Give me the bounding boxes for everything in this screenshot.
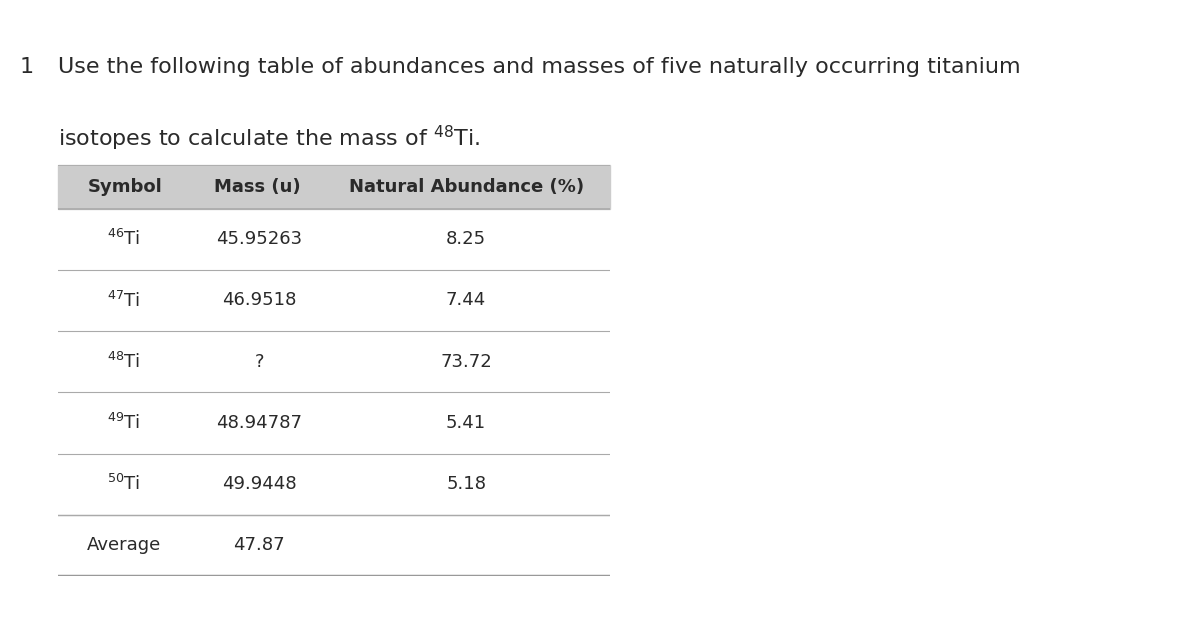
Text: 48.94787: 48.94787 <box>216 414 302 432</box>
Bar <box>58 165 610 209</box>
Text: 49.9448: 49.9448 <box>222 475 296 493</box>
Text: 5.41: 5.41 <box>446 414 486 432</box>
Text: Use the following table of abundances and masses of five naturally occurring tit: Use the following table of abundances an… <box>58 57 1020 77</box>
Text: 7.44: 7.44 <box>446 291 486 310</box>
Text: 46.9518: 46.9518 <box>222 291 296 310</box>
Text: Natural Abundance (%): Natural Abundance (%) <box>348 178 583 196</box>
Text: $^{46}$Ti: $^{46}$Ti <box>107 229 140 249</box>
Text: 8.25: 8.25 <box>446 230 486 248</box>
Text: Average: Average <box>86 536 161 555</box>
Text: Symbol: Symbol <box>88 178 162 196</box>
Text: $^{48}$Ti: $^{48}$Ti <box>107 352 140 372</box>
Text: 45.95263: 45.95263 <box>216 230 302 248</box>
Text: ?: ? <box>254 353 264 371</box>
Text: 73.72: 73.72 <box>440 353 492 371</box>
Text: $^{49}$Ti: $^{49}$Ti <box>107 413 140 433</box>
Text: isotopes to calculate the mass of $^{48}$Ti.: isotopes to calculate the mass of $^{48}… <box>58 123 480 153</box>
Text: $^{47}$Ti: $^{47}$Ti <box>107 291 140 311</box>
Text: 47.87: 47.87 <box>233 536 284 555</box>
Text: $^{50}$Ti: $^{50}$Ti <box>107 474 140 494</box>
Text: Mass (u): Mass (u) <box>215 178 301 196</box>
Text: 5.18: 5.18 <box>446 475 486 493</box>
Text: 1: 1 <box>19 57 34 77</box>
